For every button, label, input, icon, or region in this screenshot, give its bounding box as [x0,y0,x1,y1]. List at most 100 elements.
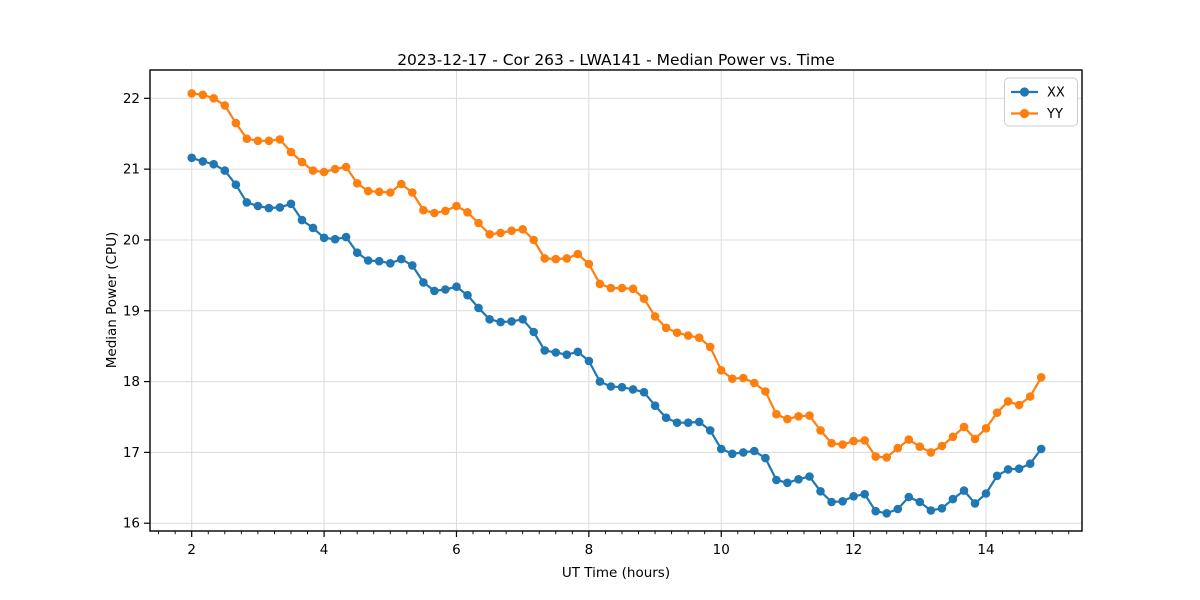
data-point [430,286,439,296]
data-point [518,225,527,234]
data-point [419,278,428,287]
data-point [628,385,638,394]
data-point [485,315,494,324]
legend-marker-YY [1019,108,1030,119]
data-point [716,366,726,375]
data-point [529,235,538,245]
data-point [1003,397,1013,406]
x-tick-label: 6 [452,542,461,558]
data-point [408,261,417,270]
data-point [761,387,770,396]
legend-frame [1004,77,1078,127]
data-point [871,452,880,461]
y-tick-label: 18 [123,374,140,390]
data-point [341,162,351,172]
data-point [551,348,561,357]
data-point [441,206,450,216]
data-point [397,179,406,189]
series-line-XX [191,156,1043,515]
data-point [893,504,903,514]
data-point [242,134,252,143]
data-point [595,377,605,386]
data-point [981,424,991,433]
data-point [794,412,803,421]
data-point [397,254,406,264]
data-point [904,435,914,444]
data-point [540,254,549,263]
legend-label-YY: YY [1046,107,1063,122]
data-point [904,492,914,502]
data-point [198,90,208,100]
data-point [617,283,627,293]
data-point [783,414,792,424]
data-point [1025,392,1035,401]
data-point [220,101,230,110]
data-point [452,201,461,211]
data-point [231,180,241,189]
x-tick-label: 2 [187,542,196,558]
data-point [419,205,428,215]
data-point [849,436,858,446]
data-point [882,453,891,462]
data-point [220,166,230,175]
data-point [816,487,825,496]
data-point [319,233,329,243]
data-point [937,441,947,451]
data-point [341,232,351,242]
data-point [827,438,836,448]
data-point [584,259,594,269]
y-axis-label: Median Power (CPU) [104,231,120,369]
data-point [308,166,318,175]
data-point [750,446,759,456]
data-point [728,449,737,459]
data-point [275,135,285,144]
data-point [1025,459,1035,469]
data-point [860,436,869,445]
data-point [805,472,814,481]
data-point [838,497,847,506]
data-point [739,448,748,457]
data-point [264,203,274,213]
data-point [286,199,296,209]
data-point [827,497,836,507]
data-point [474,303,483,313]
data-point [661,323,671,333]
data-point [639,387,649,397]
data-point [297,215,307,225]
data-point [595,279,605,289]
data-point [1036,373,1046,382]
y-tick-label: 21 [123,162,140,178]
data-point [893,443,903,453]
data-point [750,378,759,388]
data-point [286,147,296,157]
legend-label-XX: XX [1047,86,1065,101]
x-tick-label: 14 [977,542,994,558]
data-point [683,331,693,340]
data-point [838,440,847,449]
data-point [871,506,880,516]
data-point [485,230,494,239]
data-point [761,453,770,463]
data-point [672,328,682,338]
series-YY [187,89,1046,462]
data-point [386,188,395,197]
data-point [970,499,980,508]
data-point [330,164,340,174]
grid [150,70,1082,531]
data-point [628,284,638,294]
y-axis: 16 17 18 19 20 21 22 [123,91,150,532]
chart-title: 2023-12-17 - Cor 263 - LWA141 - Median P… [397,51,835,69]
data-point [352,248,362,257]
data-point [430,208,439,218]
data-point [253,136,263,146]
data-point [970,434,980,444]
data-point [672,418,682,428]
x-axis-label: UT Time (hours) [561,565,671,581]
series-line-YY [191,92,1043,459]
x-tick-label: 12 [845,542,862,558]
data-point [584,356,594,366]
data-point [264,136,274,146]
y-tick-label: 20 [123,232,140,248]
